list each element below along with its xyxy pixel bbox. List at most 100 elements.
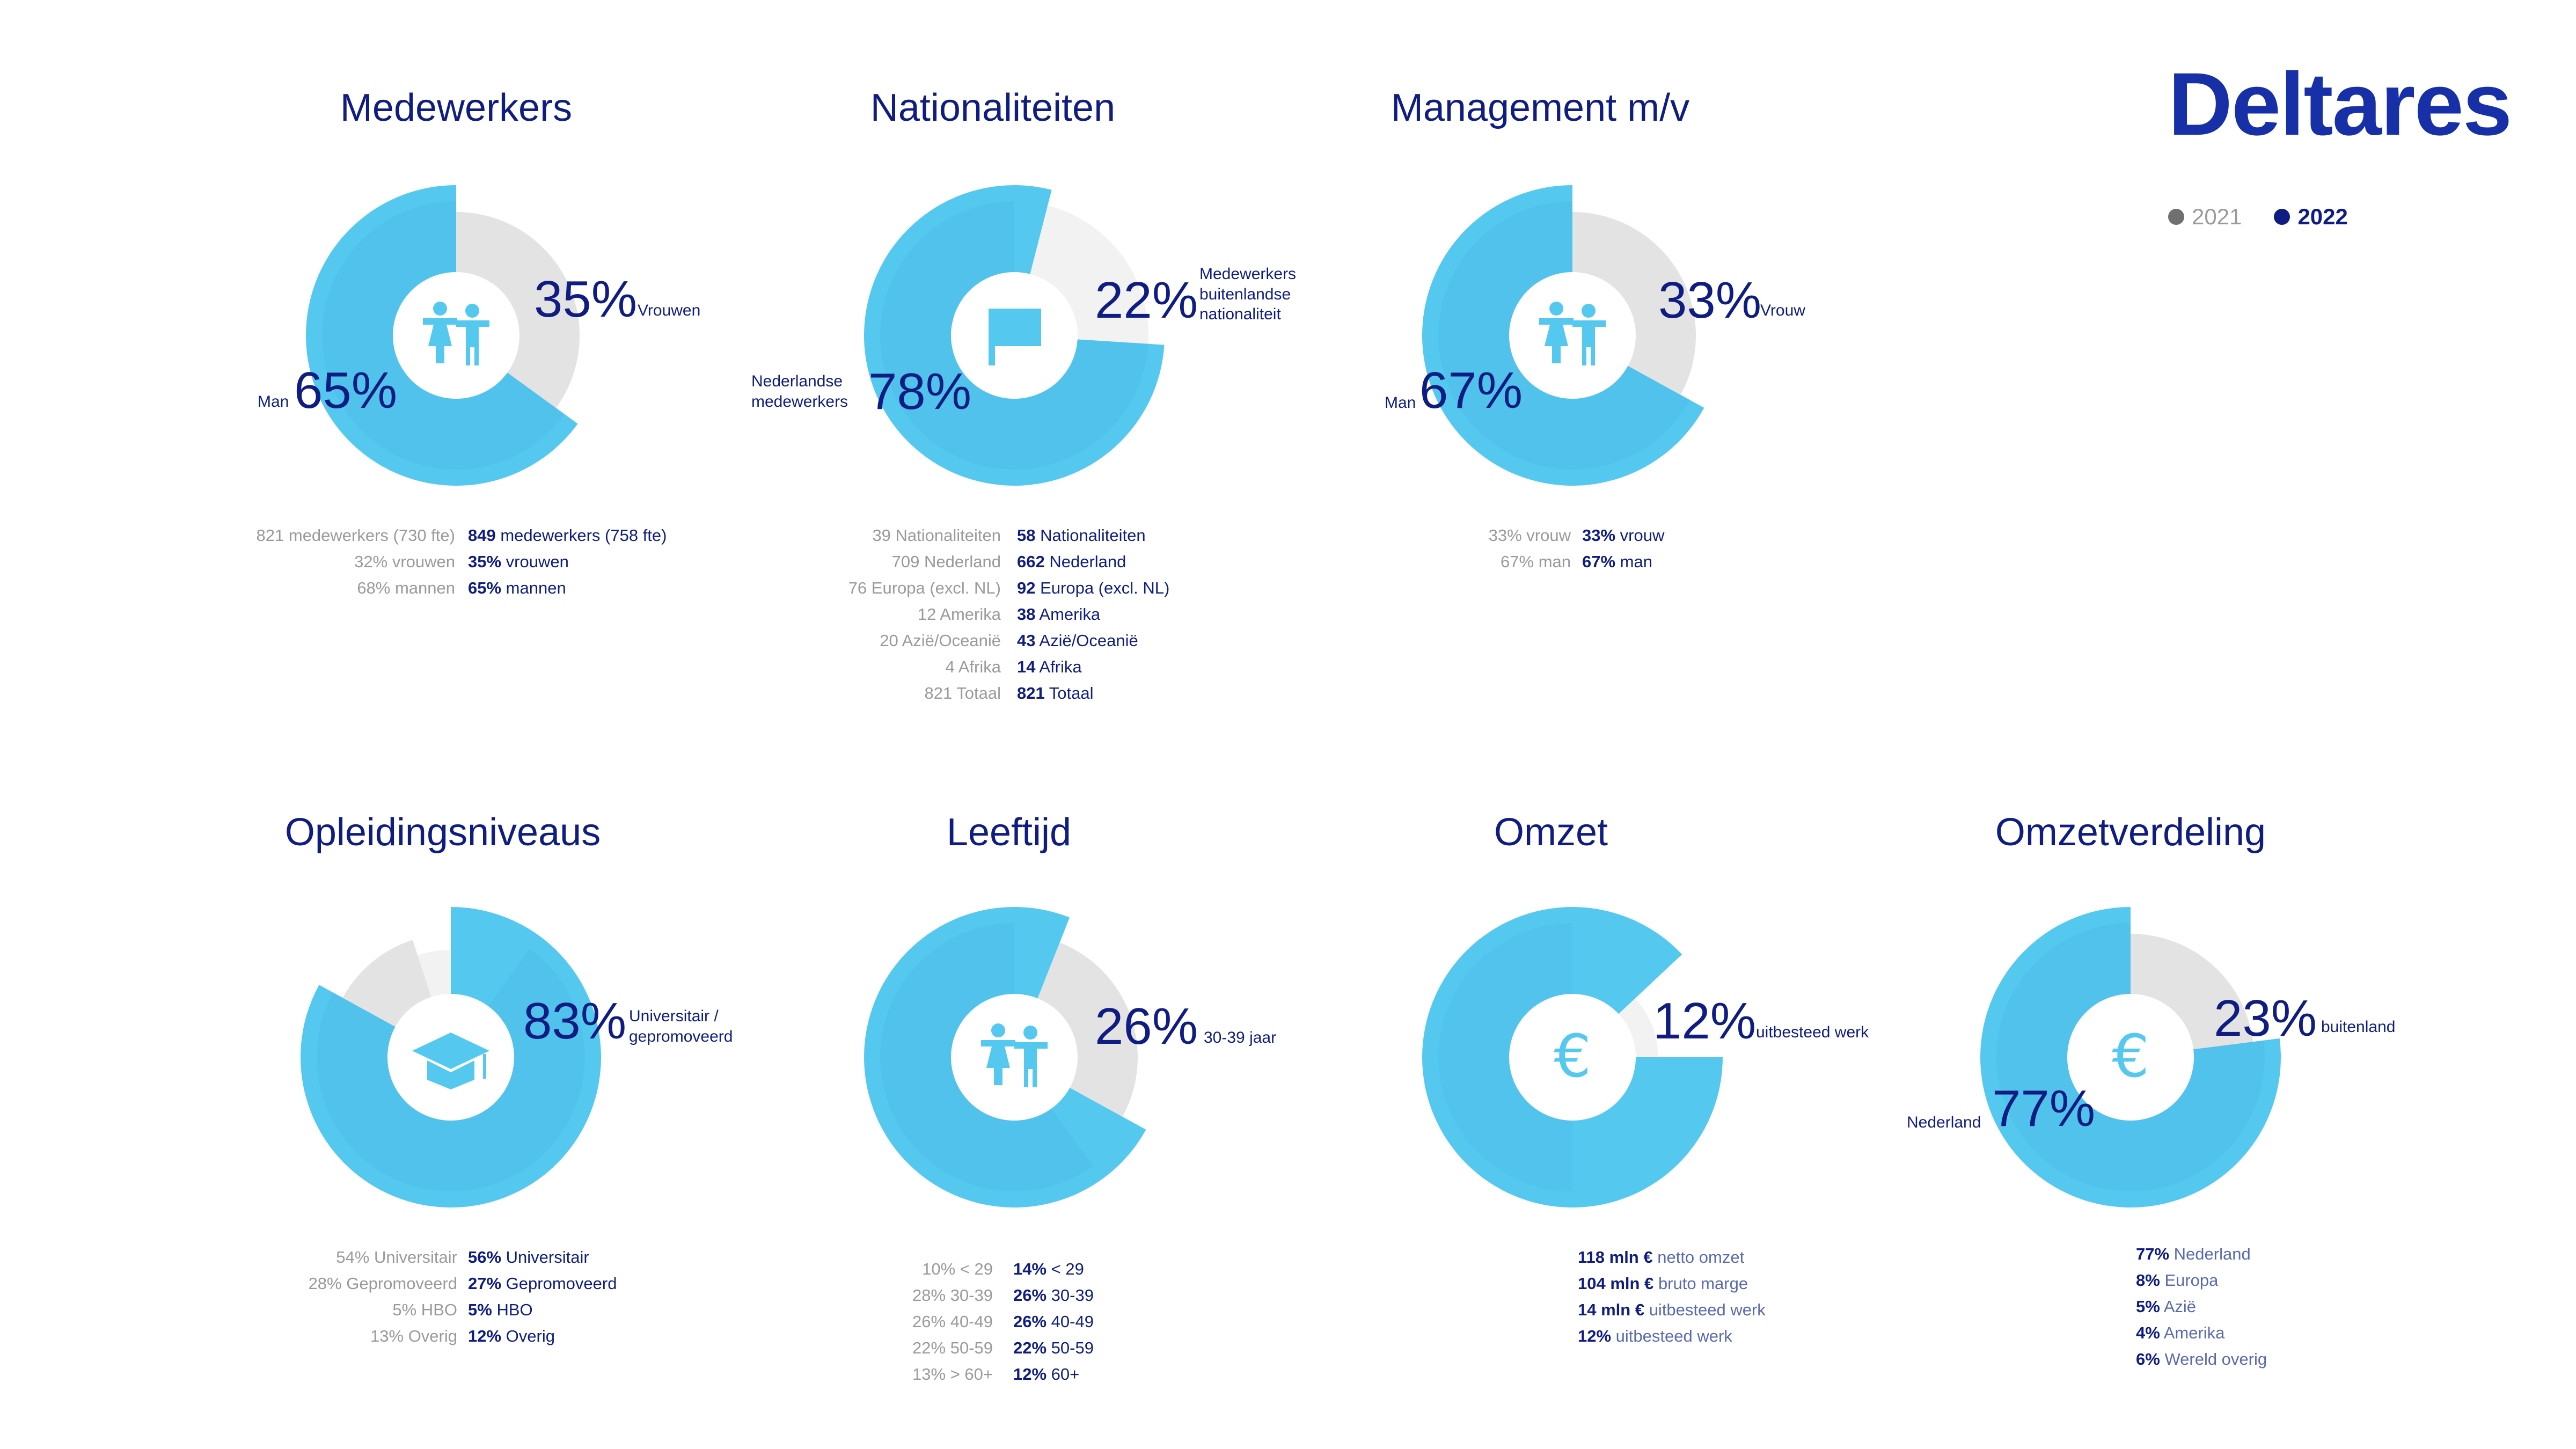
chart-title: Opleidingsniveaus	[284, 811, 601, 854]
chart-leeftijd: Leeftijd 26% 30-39 jaar 10% < 29 28% 30-…	[805, 800, 1342, 1417]
stat-2022: 65% mannen	[468, 579, 566, 597]
stats-2021: 54% Universitair 28% Gepromoveerd 5% HBO…	[308, 1248, 457, 1345]
flag-cloth-icon	[995, 309, 1041, 346]
slice-label-30-39: 30-39 jaar	[1204, 1029, 1277, 1046]
stats-2022: 58 Nationaliteiten 662 Nederland 92 Euro…	[1017, 526, 1170, 702]
people-icon	[1539, 302, 1606, 365]
donut-chart	[305, 185, 580, 486]
person-woman-icon	[1539, 318, 1574, 363]
legend-label-2021: 2021	[2192, 204, 2242, 229]
slice-value-universitair: 83%	[523, 992, 627, 1050]
slice-label-nederland: Nederland	[1907, 1114, 1981, 1131]
stats-2022: 849 medewerkers (758 fte) 35% vrouwen 65…	[468, 522, 667, 601]
people-icon	[423, 302, 489, 365]
legend-label-2022: 2022	[2297, 204, 2348, 229]
slice-value-man: 65%	[294, 362, 398, 419]
donut-hole	[1509, 272, 1636, 399]
deltares-logo: Deltares	[2168, 55, 2512, 154]
chart-medewerkers: Medewerkers 35% Vrouwen Man 65% 821 mede…	[247, 75, 701, 719]
slice-label-man: Man	[258, 393, 289, 411]
person-head-icon	[1549, 302, 1563, 316]
slice-value-vrouwen: 35%	[534, 270, 638, 328]
slice-label-man: Man	[1385, 394, 1416, 412]
chart-title: Management m/v	[1391, 86, 1690, 129]
donut-hole	[393, 272, 519, 399]
slice-label-buitenland: buitenland	[2321, 1018, 2396, 1036]
slice-value-uitbesteed: 12%	[1653, 992, 1757, 1050]
donut-chart	[301, 907, 601, 1208]
slice-value-30-39: 26%	[1095, 998, 1198, 1055]
cap-tassel-icon	[483, 1054, 486, 1079]
slice-label-universitair: Universitair / gepromoveerd	[629, 1007, 733, 1045]
stats-2022: 33% vrouw 67% man	[1582, 526, 1665, 571]
stats-2022: 118 mln € netto omzet 104 mln € bruto ma…	[1578, 1248, 1766, 1345]
flag-pole-icon	[989, 309, 995, 365]
euro-icon: €	[1554, 1022, 1591, 1091]
chart-nationaliteiten: Nationaliteiten 22% Medewerkers buitenla…	[751, 75, 1296, 719]
flag-icon	[989, 309, 1041, 365]
stat-2021: 32% vrouwen	[354, 552, 455, 571]
person-woman-icon	[981, 1040, 1015, 1085]
slice-value-vrouw: 33%	[1658, 272, 1762, 329]
chart-title: Omzetverdeling	[1995, 811, 2266, 854]
slice-primary-inner	[1438, 923, 1572, 1191]
person-head-icon	[465, 304, 479, 318]
people-icon	[981, 1023, 1048, 1087]
person-man-icon	[456, 320, 489, 365]
stats-2022: 14% < 29 26% 30-39 26% 40-49 22% 50-59 1…	[1013, 1260, 1094, 1384]
donut-chart: €	[1422, 907, 1723, 1208]
slice-value-buitenlands: 22%	[1095, 272, 1198, 329]
slice-value-nederlands: 78%	[868, 363, 972, 420]
slice-value-buitenland: 23%	[2214, 990, 2317, 1047]
legend-item-2021: 2021	[2168, 204, 2242, 230]
chart-title: Nationaliteiten	[870, 86, 1116, 129]
stat-2021: 68% mannen	[357, 579, 455, 597]
stats-2021: 821 medewerkers (730 fte) 32% vrouwen 68…	[257, 522, 455, 601]
chart-management: Management m/v 33% Vrouw Man 67% 33% vro…	[1342, 75, 1825, 719]
person-man-icon	[1572, 320, 1606, 365]
cap-base-icon	[427, 1060, 474, 1089]
person-head-icon	[433, 302, 447, 316]
donut-chart: €	[1980, 907, 2281, 1208]
chart-omzetverdeling: Omzetverdeling € 23% buitenland Nederlan…	[1889, 800, 2479, 1417]
stats-2022: 56% Universitair 27% Gepromoveerd 5% HBO…	[468, 1248, 617, 1345]
slice-label-vrouwen: Vrouwen	[638, 302, 701, 319]
slice-label-buitenlands: Medewerkers buitenlandse nationaliteit	[1199, 265, 1297, 323]
slice-label-vrouw: Vrouw	[1760, 302, 1805, 319]
slice-value-nederland: 77%	[1992, 1080, 2096, 1137]
stats-2021: 10% < 29 28% 30-39 26% 40-49 22% 50-59 1…	[912, 1260, 993, 1384]
chart-title: Leeftijd	[946, 811, 1072, 854]
person-head-icon	[1023, 1026, 1037, 1040]
stat-2021: 821 medewerkers (730 fte)	[256, 526, 455, 545]
person-head-icon	[1582, 304, 1596, 318]
slice-secondary	[456, 212, 580, 408]
legend-dot-2022	[2274, 209, 2290, 225]
stats-2022: 77% Nederland 8% Europa 5% Azië 4% Ameri…	[2136, 1245, 2267, 1368]
stats-2021: 33% vrouw 67% man	[1488, 526, 1571, 571]
euro-icon: €	[2112, 1022, 2149, 1091]
donut-chart	[864, 185, 1165, 486]
cap-top-icon	[412, 1033, 489, 1069]
euro-symbol: €	[2112, 1022, 2149, 1091]
stat-2022: 849 medewerkers (758 fte)	[468, 526, 667, 545]
stat-2022: 35% vrouwen	[468, 552, 569, 571]
person-head-icon	[991, 1023, 1005, 1037]
year-legend: 2021 2022	[2168, 204, 2380, 230]
donut-hole	[1509, 994, 1636, 1121]
chart-opleidingsniveaus: Opleidingsniveaus 83% Universitair / gep…	[247, 800, 784, 1417]
slice-value-man: 67%	[1419, 362, 1523, 419]
donut-hole	[951, 994, 1078, 1121]
person-man-icon	[1014, 1042, 1048, 1087]
donut-hole	[2067, 994, 2194, 1121]
chart-title: Omzet	[1494, 811, 1608, 854]
chart-omzet: Omzet € 12% uitbesteed werk 118 mln € ne…	[1368, 800, 1905, 1417]
euro-symbol: €	[1554, 1022, 1591, 1091]
stats-2021: 39 Nationaliteiten 709 Nederland 76 Euro…	[848, 526, 1001, 702]
slice-label-nederlands: Nederlandse medewerkers	[751, 372, 848, 411]
chart-title: Medewerkers	[340, 86, 573, 129]
legend-item-2022: 2022	[2274, 204, 2348, 230]
graduation-cap-icon	[412, 1033, 489, 1089]
donut-chart	[1422, 185, 1704, 486]
donut-chart	[864, 907, 1146, 1208]
slice-label-uitbesteed: uitbesteed werk	[1756, 1023, 1869, 1041]
